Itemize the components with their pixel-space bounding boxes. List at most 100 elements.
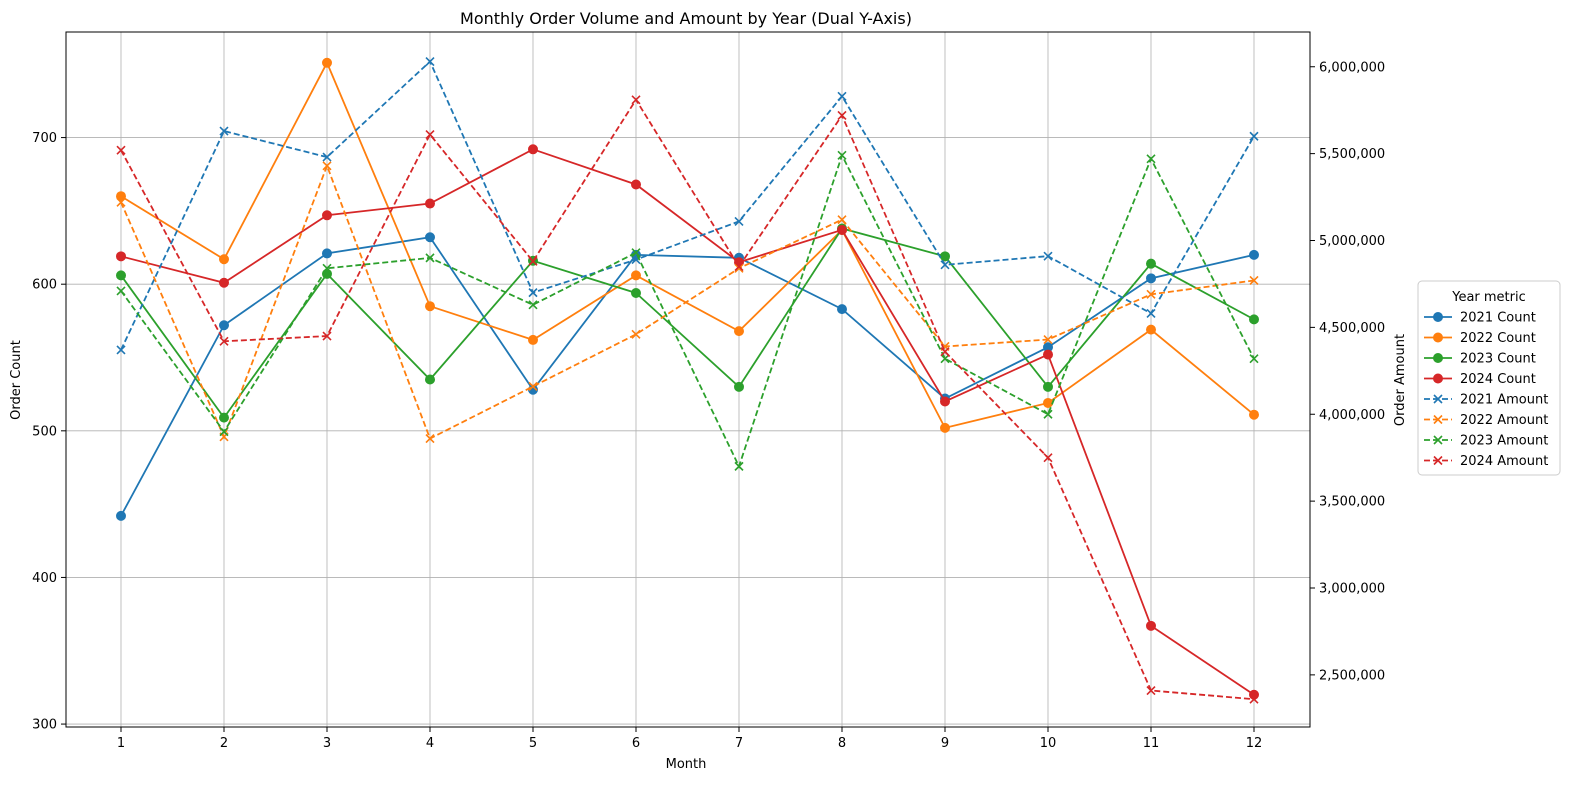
data-point-2021-count xyxy=(322,248,332,259)
data-point-2024-count xyxy=(1146,620,1156,631)
data-point-2023-amount xyxy=(1249,354,1259,364)
series-2021-amount xyxy=(116,56,1259,355)
y-axis-right-title: Order Amount xyxy=(1393,334,1408,426)
data-point-2021-count xyxy=(425,232,435,243)
legend-item-2022-amount: 2022 Amount xyxy=(1424,413,1548,428)
legend-item-2024-count: 2024 Count xyxy=(1424,372,1536,387)
data-point-2021-amount xyxy=(219,126,229,136)
x-tick-label: 5 xyxy=(529,736,537,751)
data-point-2023-count xyxy=(734,381,744,392)
data-point-2023-amount xyxy=(1146,154,1156,164)
data-point-2022-count xyxy=(734,326,744,337)
series-line-2022-amount xyxy=(120,163,1255,440)
x-tick-label: 12 xyxy=(1246,736,1263,751)
data-point-2022-amount xyxy=(1043,334,1053,345)
data-point-2021-amount xyxy=(837,91,847,101)
y-axis-right: 2,500,000 3,000,000 3,500,000 4,000,000 4,50… xyxy=(1310,60,1385,683)
data-point-2021-count xyxy=(219,320,229,331)
legend-marker xyxy=(1433,373,1443,384)
y-right-tick-label: 5,500,000 xyxy=(1319,147,1385,162)
data-point-2024-count xyxy=(837,224,847,235)
data-point-2022-count xyxy=(940,422,950,433)
data-point-2024-amount xyxy=(1146,685,1156,696)
data-point-2023-count xyxy=(116,270,126,281)
legend-marker xyxy=(1433,353,1443,363)
series-line-2023-count xyxy=(120,227,1255,420)
legend-label: 2022 Amount xyxy=(1460,413,1548,428)
data-point-2023-count xyxy=(1146,258,1156,269)
data-point-2023-amount xyxy=(631,248,641,258)
y-left-tick-label: 600 xyxy=(32,278,57,293)
x-axis: 1 2 3 4 5 6 7 8 9 10 11 12 xyxy=(117,727,1262,751)
data-point-2023-amount xyxy=(116,286,126,296)
data-point-2024-amount xyxy=(425,129,435,140)
series-line-2024-amount xyxy=(120,98,1255,701)
y-axis-left-title: Order Count xyxy=(9,340,24,420)
data-point-2023-amount xyxy=(837,150,847,160)
series-line-2022-count xyxy=(120,60,1255,429)
legend-marker xyxy=(1433,414,1443,425)
data-point-2021-amount xyxy=(425,56,435,67)
data-point-2022-amount xyxy=(322,161,332,171)
legend-label: 2022 Count xyxy=(1460,331,1536,346)
legend-marker xyxy=(1433,394,1443,404)
data-point-2023-amount xyxy=(940,354,950,364)
data-point-2021-count xyxy=(116,510,126,521)
legend-item-2023-amount: 2023 Amount xyxy=(1424,434,1548,449)
data-point-2022-count xyxy=(425,301,435,312)
series-2023-count xyxy=(116,223,1259,423)
legend-label: 2024 Amount xyxy=(1460,454,1548,469)
data-point-2022-amount xyxy=(425,434,435,444)
data-point-2021-amount xyxy=(116,345,126,355)
series-2023-amount xyxy=(116,150,1259,471)
data-point-2023-count xyxy=(631,287,641,298)
data-point-2022-amount xyxy=(1249,275,1259,286)
x-axis-title: Month xyxy=(666,757,707,772)
x-tick-label: 7 xyxy=(735,736,743,751)
data-point-2024-amount xyxy=(116,145,126,155)
series-2024-amount xyxy=(116,95,1259,704)
x-tick-label: 8 xyxy=(838,736,846,751)
y-left-tick-label: 300 xyxy=(32,718,57,733)
data-point-2024-amount xyxy=(219,336,229,346)
y-left-tick-label: 500 xyxy=(32,424,57,439)
data-point-2024-count xyxy=(1249,689,1259,700)
legend-item-2024-amount: 2024 Amount xyxy=(1424,454,1548,469)
y-axis-left: 300 400 500 600 700 xyxy=(32,131,66,733)
data-point-2021-count xyxy=(837,304,847,315)
chart-title: Monthly Order Volume and Amount by Year … xyxy=(460,9,912,28)
data-point-2024-count xyxy=(219,277,229,288)
data-point-2022-count xyxy=(1043,397,1053,408)
data-point-2022-amount xyxy=(1146,289,1156,299)
legend-item-2021-count: 2021 Count xyxy=(1424,311,1536,326)
series-2022-count xyxy=(116,57,1259,433)
y-left-tick-label: 400 xyxy=(32,571,57,586)
data-point-2021-amount xyxy=(528,288,538,298)
x-tick-label: 2 xyxy=(220,736,228,751)
data-point-2021-count xyxy=(1249,249,1259,260)
data-point-2023-amount xyxy=(528,300,538,310)
data-point-2021-amount xyxy=(1146,308,1156,319)
data-point-2024-count xyxy=(940,396,950,407)
data-point-2024-count xyxy=(1043,349,1053,360)
legend-box xyxy=(1417,280,1561,476)
data-point-2024-amount xyxy=(1249,694,1259,704)
plot-frame xyxy=(65,31,1311,728)
data-point-2024-count xyxy=(322,210,332,221)
legend-title: Year metric xyxy=(1451,290,1526,305)
legend-marker xyxy=(1433,312,1443,322)
series-line-2024-count xyxy=(120,148,1255,696)
data-point-2023-count xyxy=(425,374,435,385)
data-point-2024-amount xyxy=(837,110,847,120)
series-2022-amount xyxy=(116,161,1259,444)
legend-marker xyxy=(1433,455,1443,466)
y-right-tick-label: 5,000,000 xyxy=(1319,234,1385,249)
x-tick-label: 11 xyxy=(1143,736,1160,751)
data-point-2024-amount xyxy=(940,347,950,357)
legend-item-2021-amount: 2021 Amount xyxy=(1424,393,1548,408)
legend-label: 2024 Count xyxy=(1460,372,1536,387)
x-tick-label: 9 xyxy=(941,736,949,751)
data-point-2022-amount xyxy=(631,329,641,339)
x-tick-label: 6 xyxy=(632,736,640,751)
